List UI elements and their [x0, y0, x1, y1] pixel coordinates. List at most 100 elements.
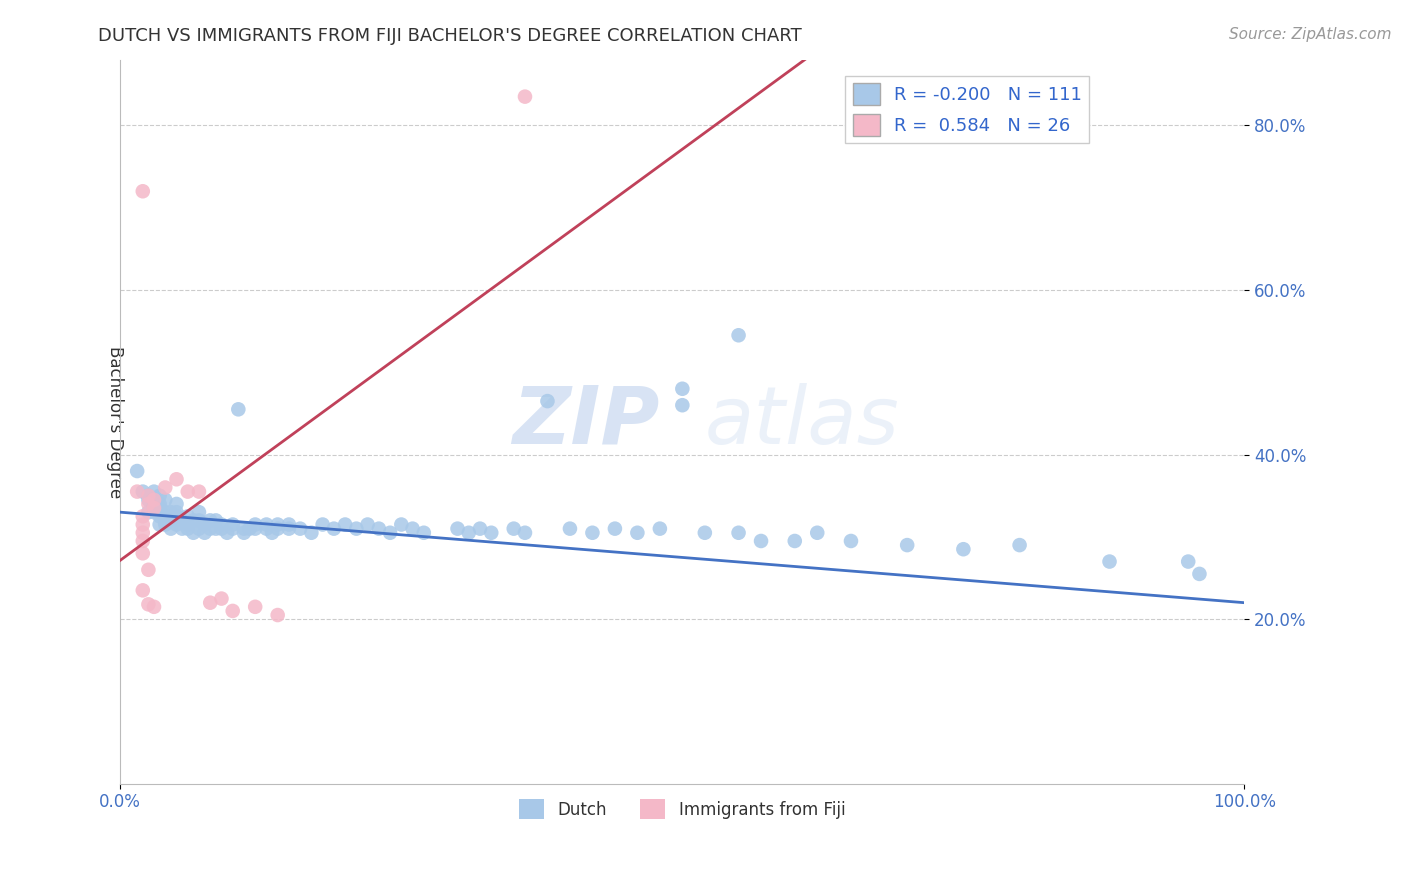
Point	[254, 517, 277, 532]
Point	[155, 505, 177, 519]
Point	[143, 492, 166, 507]
Point	[172, 513, 194, 527]
Point	[177, 484, 200, 499]
Point	[132, 184, 155, 198]
Point	[200, 596, 222, 610]
Point	[205, 513, 228, 527]
Point	[177, 509, 200, 524]
Point	[138, 505, 160, 519]
Point	[671, 382, 693, 396]
Point	[446, 522, 468, 536]
Point	[727, 328, 749, 343]
Point	[693, 525, 716, 540]
Point	[228, 402, 250, 417]
Point	[266, 522, 288, 536]
Point	[205, 522, 228, 536]
Point	[952, 542, 974, 557]
Point	[333, 517, 356, 532]
Point	[188, 484, 211, 499]
Point	[188, 522, 211, 536]
Point	[177, 517, 200, 532]
Point	[277, 522, 299, 536]
Point	[160, 513, 183, 527]
Point	[1008, 538, 1031, 552]
Point	[149, 517, 172, 532]
Point	[222, 604, 245, 618]
Point	[344, 522, 367, 536]
Point	[160, 505, 183, 519]
Point	[254, 522, 277, 536]
Point	[558, 522, 581, 536]
Point	[277, 517, 299, 532]
Point	[166, 505, 188, 519]
Point	[233, 525, 256, 540]
Point	[155, 513, 177, 527]
Point	[412, 525, 434, 540]
Point	[183, 525, 205, 540]
Point	[132, 517, 155, 532]
Point	[183, 513, 205, 527]
Point	[245, 599, 267, 614]
Point	[468, 522, 491, 536]
Point	[502, 522, 524, 536]
Point	[149, 509, 172, 524]
Point	[806, 525, 828, 540]
Point	[172, 522, 194, 536]
Point	[132, 533, 155, 548]
Point	[149, 497, 172, 511]
Point	[266, 517, 288, 532]
Point	[671, 398, 693, 412]
Point	[200, 513, 222, 527]
Text: ZIP: ZIP	[513, 383, 659, 460]
Point	[513, 89, 536, 103]
Point	[211, 522, 233, 536]
Point	[143, 599, 166, 614]
Point	[367, 522, 389, 536]
Point	[479, 525, 502, 540]
Point	[211, 591, 233, 606]
Point	[222, 517, 245, 532]
Point	[143, 492, 166, 507]
Point	[749, 533, 772, 548]
Point	[143, 484, 166, 499]
Point	[132, 509, 155, 524]
Point	[288, 522, 311, 536]
Point	[299, 525, 322, 540]
Point	[727, 525, 749, 540]
Point	[127, 484, 149, 499]
Point	[839, 533, 862, 548]
Point	[626, 525, 648, 540]
Point	[177, 522, 200, 536]
Point	[356, 517, 378, 532]
Text: Source: ZipAtlas.com: Source: ZipAtlas.com	[1229, 27, 1392, 42]
Point	[155, 481, 177, 495]
Point	[378, 525, 401, 540]
Point	[132, 484, 155, 499]
Point	[132, 546, 155, 560]
Point	[581, 525, 603, 540]
Point	[188, 505, 211, 519]
Point	[401, 522, 423, 536]
Point	[138, 563, 160, 577]
Point	[389, 517, 412, 532]
Point	[245, 517, 267, 532]
Point	[194, 517, 217, 532]
Point	[217, 525, 239, 540]
Point	[132, 525, 155, 540]
Text: DUTCH VS IMMIGRANTS FROM FIJI BACHELOR'S DEGREE CORRELATION CHART: DUTCH VS IMMIGRANTS FROM FIJI BACHELOR'S…	[98, 27, 803, 45]
Point	[239, 522, 262, 536]
Point	[222, 522, 245, 536]
Point	[536, 394, 558, 409]
Point	[211, 517, 233, 532]
Point	[155, 517, 177, 532]
Point	[155, 509, 177, 524]
Point	[322, 522, 344, 536]
Point	[1188, 566, 1211, 581]
Point	[138, 489, 160, 503]
Point	[1177, 555, 1199, 569]
Point	[266, 608, 288, 623]
Point	[138, 497, 160, 511]
Point	[311, 517, 333, 532]
Point	[127, 464, 149, 478]
Point	[155, 492, 177, 507]
